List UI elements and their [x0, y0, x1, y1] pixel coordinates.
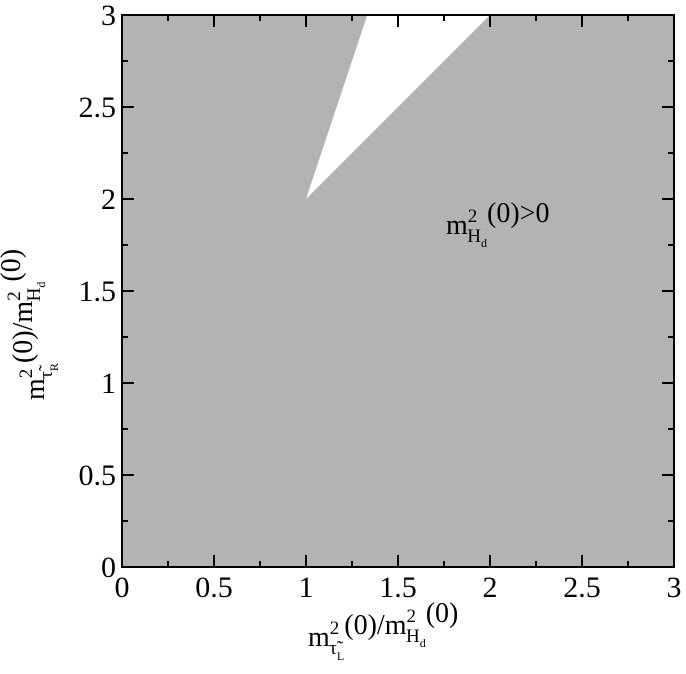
x-axis-label: m2 τ̃L(0)/m2 Hd(0) — [308, 598, 458, 663]
y-tick-label: 1.5 — [79, 275, 117, 308]
annotation-part: 2 — [468, 206, 478, 227]
region — [306, 15, 490, 199]
y-axis-label-part: 2 — [16, 369, 37, 379]
region — [122, 15, 674, 567]
x-axis-label-part: (0)/m — [344, 610, 406, 641]
annotation: m2 Hd(0)>0 — [446, 198, 549, 250]
y-tick-label: 2 — [101, 183, 116, 216]
x-axis-label-part: d — [420, 636, 426, 650]
x-tick-label: 0.5 — [195, 571, 233, 604]
annotation-part: (0)>0 — [487, 198, 549, 229]
y-axis-label-part: R — [47, 363, 61, 371]
y-tick-label: 0.5 — [79, 459, 117, 492]
x-tick-label: 3 — [667, 571, 682, 604]
y-axis-label-part: 2 — [4, 291, 25, 301]
annotation-part: d — [481, 236, 487, 250]
y-axis-label-part: (0) — [0, 249, 27, 282]
x-axis-label-part: H — [406, 626, 420, 647]
x-axis-label-part: m — [308, 622, 330, 653]
x-tick-label: 2.5 — [563, 571, 601, 604]
x-tick-label: 1 — [299, 571, 314, 604]
y-axis-label-part: d — [34, 282, 48, 288]
x-axis-label-part: 2 — [406, 606, 416, 627]
x-axis-label-part: 2 — [330, 618, 340, 639]
x-tick-label: 1.5 — [379, 571, 417, 604]
y-axis-label-part: (0)/m — [8, 301, 39, 363]
y-tick-label: 0 — [101, 551, 116, 584]
y-tick-label: 3 — [101, 0, 116, 32]
y-axis-label-part: m — [20, 378, 51, 400]
annotation-part: m — [446, 210, 468, 241]
x-axis-label-part: (0) — [426, 598, 459, 629]
y-axis-label-part: H — [24, 287, 45, 301]
x-tick-label: 2 — [483, 571, 498, 604]
y-axis-label: m2τ̃R(0)/m2Hd(0) — [0, 249, 61, 400]
x-tick-label: 0 — [115, 571, 130, 604]
y-tick-label: 2.5 — [79, 91, 117, 124]
y-tick-label: 1 — [101, 367, 116, 400]
annotation-part: H — [467, 226, 481, 247]
x-axis-label-part: L — [337, 649, 344, 663]
